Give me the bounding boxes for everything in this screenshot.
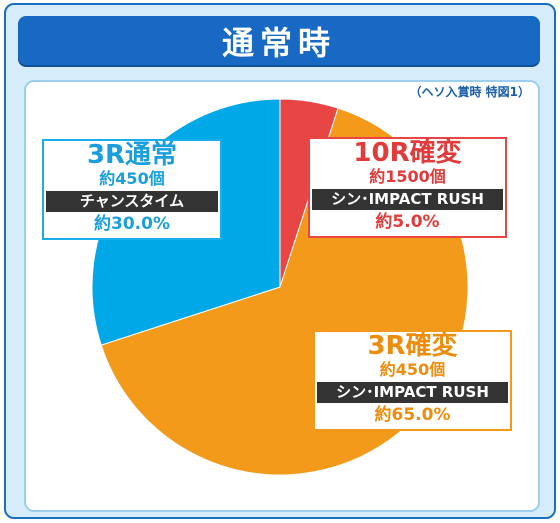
title-bar: 通常時 <box>18 16 540 65</box>
callout-label: 10R確変 <box>353 138 462 168</box>
callout-mode: チャンスタイム <box>46 191 218 212</box>
callout-mode: シン･IMPACT RUSH <box>317 382 508 403</box>
callout-percent: 約5.0% <box>375 212 440 232</box>
callout-percent: 約30.0% <box>94 214 170 234</box>
callout-count: 約450個 <box>379 360 446 379</box>
callout-mode: シン･IMPACT RUSH <box>312 189 503 210</box>
callout-3r-normal: 3R通常 約450個 チャンスタイム 約30.0% <box>42 139 222 240</box>
callout-3r-kakuhen: 3R確変 約450個 シン･IMPACT RUSH 約65.0% <box>313 330 512 431</box>
chart-note: （ヘソ入賞時 特図1） <box>409 85 530 99</box>
chart-title: 通常時 <box>221 23 336 62</box>
callout-count: 約450個 <box>99 169 165 188</box>
callout-10r-kakuhen: 10R確変 約1500個 シン･IMPACT RUSH 約5.0% <box>308 137 507 238</box>
callout-label: 3R確変 <box>367 331 458 361</box>
callout-percent: 約65.0% <box>374 405 451 425</box>
callout-count: 約1500個 <box>369 167 446 186</box>
callout-label: 3R通常 <box>86 140 178 170</box>
